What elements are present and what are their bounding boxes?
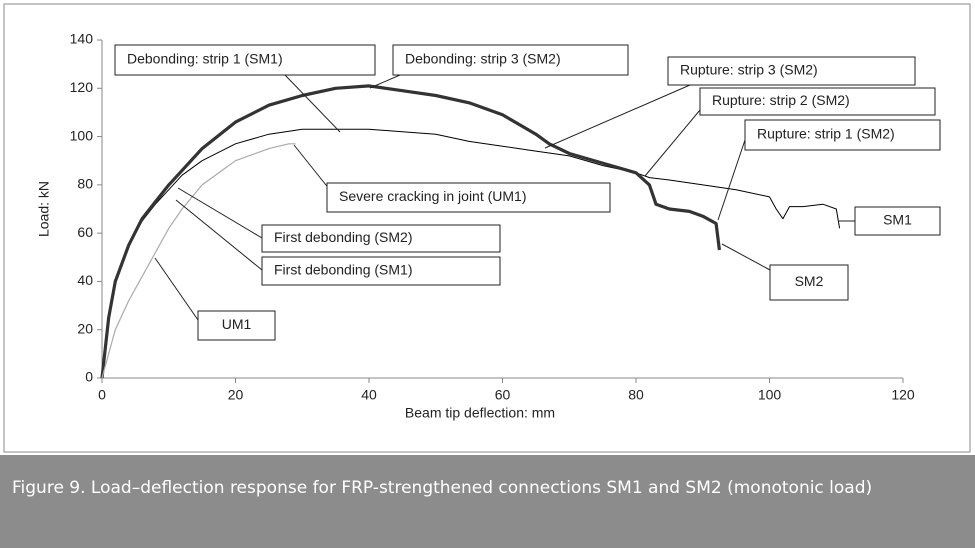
callout-text: First debonding (SM1) — [274, 262, 413, 278]
callout-text: Debonding: strip 1 (SM1) — [127, 51, 283, 67]
leader-line — [544, 84, 691, 149]
y-tick-label: 140 — [70, 31, 94, 47]
y-tick-label: 20 — [77, 320, 93, 336]
x-tick-label: 120 — [891, 387, 915, 403]
callout-text: Severe cracking in joint (UM1) — [339, 188, 527, 204]
y-axis-label: Load: kN — [36, 181, 52, 237]
series-line — [101, 143, 296, 379]
leader-line — [177, 187, 263, 239]
y-tick-label: 100 — [70, 127, 94, 143]
leader-line — [293, 144, 331, 191]
x-tick-label: 100 — [758, 387, 782, 403]
frame — [3, 3, 971, 453]
callout-box — [667, 56, 916, 86]
callout-box — [114, 44, 376, 76]
series-line — [101, 128, 841, 379]
callout-text: Debonding: strip 3 (SM2) — [405, 51, 561, 67]
caption: Figure 9. Load–deflection response for F… — [0, 455, 975, 548]
callout-box — [769, 264, 849, 301]
y-tick-label: 80 — [77, 176, 93, 192]
y-tick-label: 120 — [70, 79, 94, 95]
x-axis-label: Beam tip deflection: mm — [405, 405, 555, 421]
chart: Beam tip deflection: mm Load: kN 0 20 40 60… — [3, 3, 971, 453]
x-tick-label: 60 — [495, 387, 511, 403]
callout-text: Rupture: strip 1 (SM2) — [757, 126, 895, 142]
callout-box — [261, 256, 501, 286]
x-tick-label: 40 — [361, 387, 377, 403]
callout-text: UM1 — [222, 316, 252, 332]
leader-line — [644, 103, 706, 177]
leader-line — [154, 257, 199, 321]
callout-box — [326, 182, 611, 213]
callout-box — [744, 119, 941, 151]
callout-box — [699, 87, 936, 116]
callout-box — [261, 224, 501, 253]
callout-box — [854, 206, 941, 236]
y-tick-label: 40 — [77, 272, 93, 288]
callout-text: Rupture: strip 2 (SM2) — [712, 92, 850, 108]
callout-box — [197, 310, 276, 341]
callout-text: SM2 — [795, 273, 824, 289]
callout-text: SM1 — [883, 212, 912, 228]
callout-box — [392, 44, 629, 76]
leader-line — [284, 74, 341, 133]
series-line — [100, 84, 721, 379]
callout-text: First debonding (SM2) — [274, 229, 413, 245]
y-tick-label: 60 — [77, 224, 93, 240]
leader-line — [717, 139, 746, 221]
leader-line — [175, 199, 263, 271]
leader-line — [721, 243, 771, 271]
x-tick-label: 80 — [628, 387, 644, 403]
x-tick-label: 20 — [228, 387, 244, 403]
x-tick-label: 0 — [98, 387, 106, 403]
leader-line — [369, 74, 401, 89]
y-tick-label: 0 — [85, 369, 93, 385]
callout-text: Rupture: strip 3 (SM2) — [680, 62, 818, 78]
